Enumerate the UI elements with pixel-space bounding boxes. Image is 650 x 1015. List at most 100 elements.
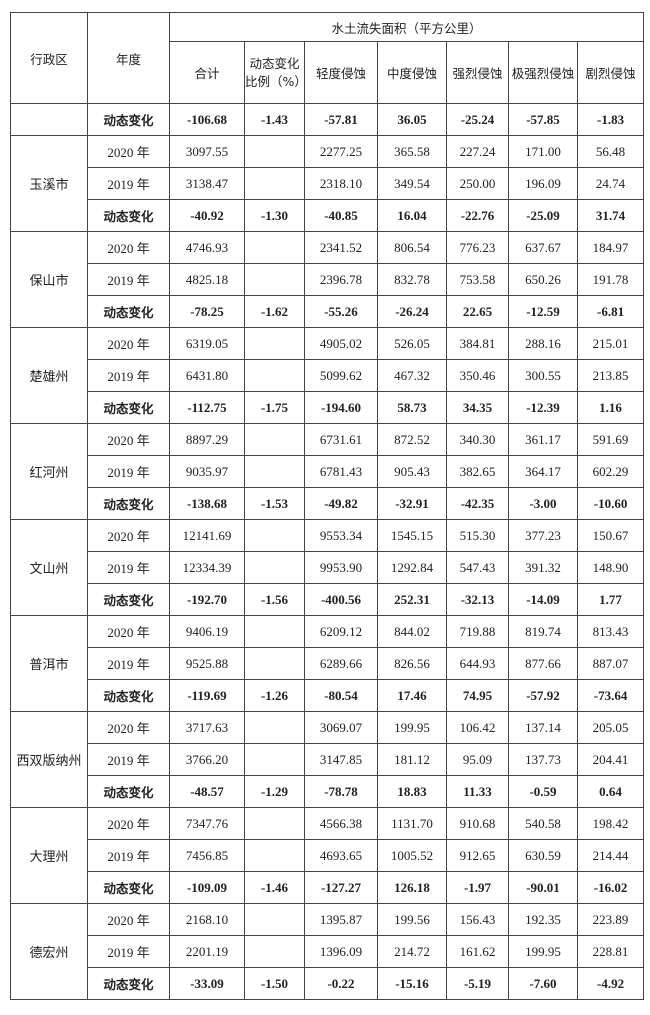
value-cell: 300.55 [508, 359, 578, 392]
table-row: 2019 年 2201.19 1396.09 214.72 161.62 199.95 22… [11, 935, 645, 968]
value-cell: -32.91 [377, 487, 447, 520]
value-cell: -48.57 [169, 775, 245, 808]
row-label: 2020 年 [87, 327, 170, 360]
value-cell: 776.23 [446, 231, 509, 264]
value-cell: 3717.63 [169, 711, 245, 744]
value-cell: 3097.55 [169, 135, 245, 168]
value-cell: 2318.10 [304, 167, 378, 200]
table-row: 2019 年 3138.47 2318.10 349.54 250.00 196.09 24… [11, 167, 645, 200]
value-cell: 56.48 [576, 135, 645, 168]
row-label: 动态变化 [87, 391, 170, 424]
value-cell: 9035.97 [169, 455, 245, 488]
value-cell: 382.65 [446, 455, 509, 488]
value-cell: -55.26 [304, 295, 378, 328]
value-cell: -15.16 [377, 967, 447, 1000]
value-cell [244, 743, 305, 776]
value-cell: 377.23 [508, 519, 578, 552]
value-cell [244, 231, 305, 264]
value-cell: -400.56 [304, 583, 378, 616]
value-cell: -7.60 [508, 967, 578, 1000]
value-cell: -1.62 [244, 295, 305, 328]
value-cell: 364.17 [508, 455, 578, 488]
value-cell: 4746.93 [169, 231, 245, 264]
header-change-ratio: 动态变化比例（%） [244, 41, 307, 104]
value-cell: 637.67 [508, 231, 578, 264]
value-cell: -127.27 [304, 871, 378, 904]
value-cell: 1131.70 [377, 807, 447, 840]
header-severe: 剧烈侵蚀 [576, 41, 645, 104]
value-cell: 9406.19 [169, 615, 245, 648]
value-cell: 214.72 [377, 935, 447, 968]
value-cell: 547.43 [446, 551, 509, 584]
table-row: 动态变化 -112.75 -1.75 -194.60 58.73 34.35 -12.39 1… [11, 391, 645, 424]
value-cell [244, 807, 305, 840]
table-row: 德宏州 2020 年 2168.10 1395.87 199.56 156.43 192.3… [10, 903, 645, 1000]
row-label: 动态变化 [87, 199, 170, 232]
value-cell: 872.52 [377, 423, 447, 456]
value-cell: 7347.76 [169, 807, 245, 840]
value-cell: 205.05 [576, 711, 645, 744]
value-cell: 6781.43 [304, 455, 378, 488]
row-label: 动态变化 [87, 487, 170, 520]
value-cell: 227.24 [446, 135, 509, 168]
value-cell [244, 423, 305, 456]
value-cell: 4825.18 [169, 263, 245, 296]
value-cell: -12.59 [508, 295, 578, 328]
value-cell: 199.56 [377, 903, 447, 936]
value-cell: -32.13 [446, 583, 509, 616]
row-label: 动态变化 [87, 871, 170, 904]
table-row: 2019 年 9525.88 6289.66 826.56 644.93 877.66 88… [11, 647, 645, 680]
value-cell: 9553.34 [304, 519, 378, 552]
value-cell: 467.32 [377, 359, 447, 392]
value-cell: 526.05 [377, 327, 447, 360]
value-cell: -90.01 [508, 871, 578, 904]
value-cell: 191.78 [576, 263, 645, 296]
value-cell: -112.75 [169, 391, 245, 424]
row-label: 2019 年 [87, 263, 170, 296]
value-cell: -40.92 [169, 199, 245, 232]
value-cell: -1.97 [446, 871, 509, 904]
value-cell: 199.95 [377, 711, 447, 744]
value-cell: 819.74 [508, 615, 578, 648]
value-cell: 196.09 [508, 167, 578, 200]
value-cell [244, 327, 305, 360]
value-cell: 644.93 [446, 647, 509, 680]
table-row: 2019 年 9035.97 6781.43 905.43 382.65 364.17 60… [11, 455, 645, 488]
value-cell: 3138.47 [169, 167, 245, 200]
table-row: 文山州 2020 年 12141.69 9553.34 1545.15 515.30 377… [10, 519, 645, 616]
value-cell: 1005.52 [377, 839, 447, 872]
region-name: 楚雄州 [10, 327, 88, 424]
value-cell [244, 455, 305, 488]
value-cell: 910.68 [446, 807, 509, 840]
row-label: 2019 年 [87, 359, 170, 392]
value-cell: 6431.80 [169, 359, 245, 392]
value-cell: 228.81 [576, 935, 645, 968]
table-row: 动态变化 -109.09 -1.46 -127.27 126.18 -1.97 -90.01… [11, 871, 645, 904]
value-cell: 1396.09 [304, 935, 378, 968]
value-cell: -42.35 [446, 487, 509, 520]
value-cell: 148.90 [576, 551, 645, 584]
value-cell: 4693.65 [304, 839, 378, 872]
table-row: 大理州 2020 年 7347.76 4566.38 1131.70 910.68 540.… [10, 807, 645, 904]
value-cell: 8897.29 [169, 423, 245, 456]
value-cell: -4.92 [576, 967, 645, 1000]
value-cell: 22.65 [446, 295, 509, 328]
value-cell: 6319.05 [169, 327, 245, 360]
value-cell: 3147.85 [304, 743, 378, 776]
value-cell: -80.54 [304, 679, 378, 712]
value-cell: -138.68 [169, 487, 245, 520]
table-row: 红河州 2020 年 8897.29 6731.61 872.52 340.30 361.1… [10, 423, 645, 520]
table-row: 动态变化 -119.69 -1.26 -80.54 17.46 74.95 -57.92 -7… [11, 679, 645, 712]
value-cell [244, 839, 305, 872]
value-cell: 806.54 [377, 231, 447, 264]
value-cell: 31.74 [576, 199, 645, 232]
value-cell: 252.31 [377, 583, 447, 616]
value-cell: -16.02 [576, 871, 645, 904]
value-cell: 540.58 [508, 807, 578, 840]
table-row: 2019 年 6431.80 5099.62 467.32 350.46 300.55 21… [11, 359, 645, 392]
row-label: 2020 年 [87, 711, 170, 744]
value-cell: 150.67 [576, 519, 645, 552]
value-cell: -109.09 [169, 871, 245, 904]
value-cell: 215.01 [576, 327, 645, 360]
header-region: 行政区 [10, 12, 88, 104]
